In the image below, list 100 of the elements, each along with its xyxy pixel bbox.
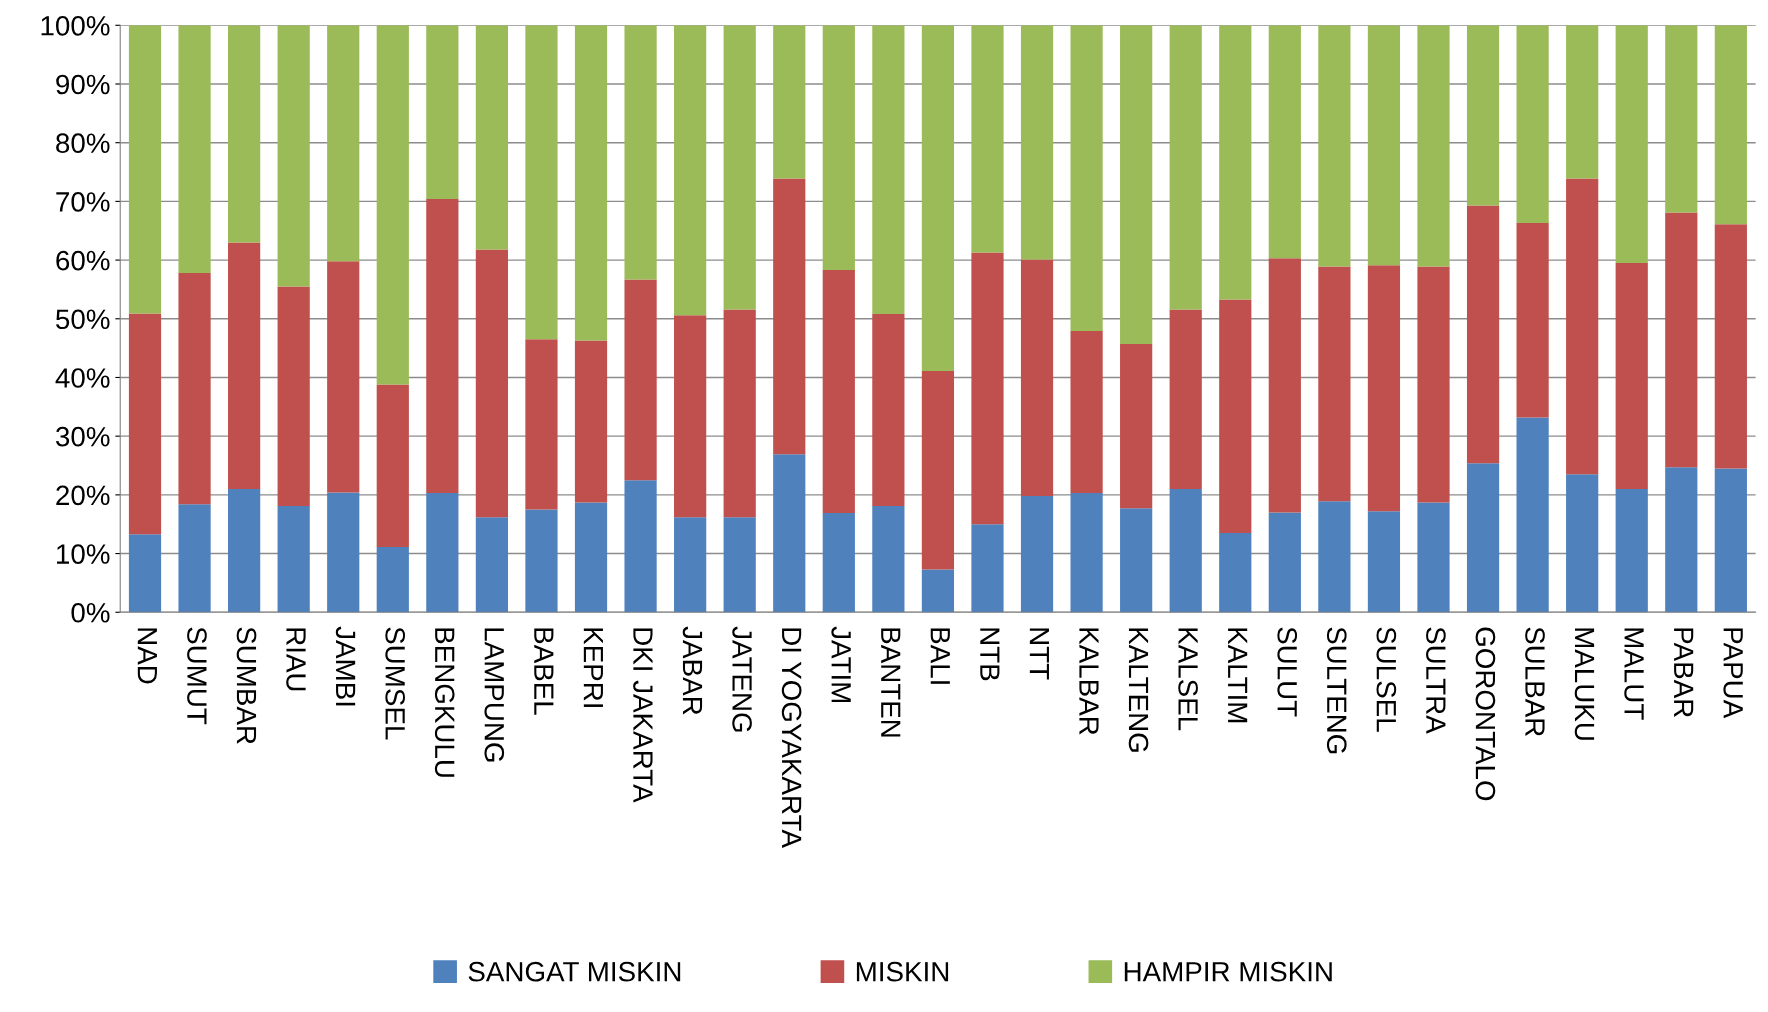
x-tick-label: SULBAR [1525, 627, 1545, 737]
x-tick-label: PABAR [1674, 628, 1694, 717]
bar [525, 509, 558, 613]
x-tick-label: RIAU [286, 628, 306, 691]
x-tick-label: JAMBI [335, 626, 356, 706]
bar [1268, 512, 1301, 613]
bar [624, 480, 657, 613]
bar [1615, 489, 1648, 613]
x-tick-label: KALSEL [1178, 628, 1198, 731]
y-tick-label: 80% [56, 133, 110, 154]
bar [1665, 25, 1698, 213]
bar [1169, 489, 1202, 613]
x-tick-label: SUMSEL [385, 627, 405, 740]
bar [1466, 205, 1500, 464]
bar [574, 25, 608, 341]
bar [1318, 25, 1351, 267]
y-tick-label: 100% [41, 15, 110, 36]
bar [1566, 25, 1599, 179]
x-tick-label: MALUT [1624, 628, 1644, 720]
x-tick-label: SUMBAR [236, 627, 257, 744]
bar [1566, 178, 1599, 475]
x-tick-label: JATIM [831, 626, 851, 703]
bar [1120, 344, 1153, 509]
x-tick-label: LAMPUNG [484, 628, 505, 762]
bar [1169, 25, 1202, 310]
bar [228, 25, 261, 243]
bar [1169, 309, 1202, 489]
bar [228, 489, 261, 613]
bar [574, 340, 608, 503]
bar [376, 547, 409, 613]
legend-label: HAMPIR MISKIN [1124, 961, 1332, 982]
bar [723, 309, 756, 518]
bar [1268, 25, 1301, 259]
legend-label: MISKIN [856, 961, 949, 982]
bar [178, 25, 211, 273]
bar [277, 25, 310, 287]
bar [1367, 25, 1401, 266]
bar [178, 273, 211, 505]
bar [1714, 25, 1747, 225]
bar [277, 286, 310, 507]
bar [327, 25, 360, 262]
bar [674, 25, 707, 316]
bar [228, 242, 261, 489]
bar [1566, 474, 1599, 613]
x-tick-label: SULTRA [1426, 627, 1446, 734]
bar [1268, 258, 1301, 513]
bar [475, 249, 509, 518]
bar [822, 25, 855, 271]
bar [1615, 263, 1648, 489]
bar [1120, 25, 1153, 345]
bar [475, 25, 509, 250]
bar [277, 506, 310, 613]
x-tick-label: SUMUT [187, 627, 207, 725]
bar [525, 25, 558, 340]
bar [1466, 463, 1500, 613]
bar [1020, 496, 1054, 613]
bar [128, 25, 162, 314]
y-tick-label: 60% [56, 250, 110, 271]
bar [674, 517, 707, 613]
bar [1615, 25, 1648, 264]
bar [1020, 25, 1054, 260]
bar [128, 313, 162, 535]
x-tick-label: BALI [930, 628, 950, 684]
bar [971, 25, 1004, 253]
bar [822, 270, 855, 514]
bar [426, 199, 459, 494]
bar [1466, 25, 1500, 206]
bar [1318, 501, 1351, 613]
bar [1714, 468, 1747, 613]
bar [525, 339, 558, 510]
bar [475, 517, 509, 613]
bar [426, 493, 459, 613]
x-tick-label: NTT [1029, 628, 1049, 680]
bar [822, 513, 855, 613]
bar [1120, 508, 1153, 613]
bar [1665, 467, 1698, 613]
bar [872, 314, 905, 507]
bar [773, 454, 806, 613]
bar [1516, 223, 1549, 418]
bar [574, 502, 608, 613]
legend-label: SANGAT MISKIN [468, 961, 681, 982]
bar [178, 504, 211, 613]
bar [674, 315, 707, 518]
bar [1367, 511, 1401, 613]
x-tick-label: KALBAR [1079, 628, 1099, 735]
y-tick-label: 70% [56, 192, 110, 212]
bar [921, 25, 955, 372]
bar [971, 524, 1004, 613]
bar [1714, 224, 1747, 469]
x-tick-label: KALTIM [1228, 628, 1248, 723]
bar [1417, 266, 1450, 503]
bar [327, 492, 360, 613]
bar [723, 517, 756, 613]
bar [1070, 331, 1103, 494]
bar [1070, 25, 1103, 332]
bar [921, 569, 955, 613]
bar [773, 178, 806, 455]
x-tick-label: KEPRI [583, 628, 603, 707]
bar [1318, 266, 1351, 502]
y-tick-label: 30% [55, 426, 110, 447]
